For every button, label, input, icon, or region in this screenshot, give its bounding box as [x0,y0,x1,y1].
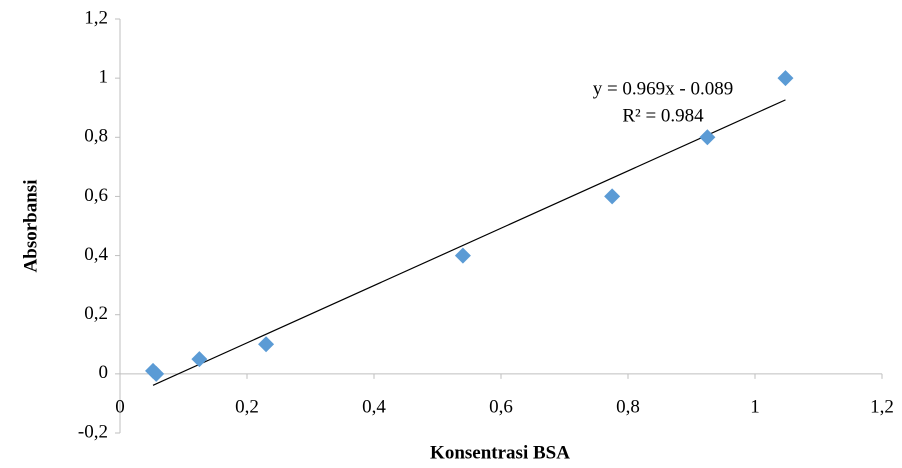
y-tick-label: 1 [99,67,109,88]
y-tick-label: -0,2 [78,421,108,442]
chart: Konsentrasi BSA Absorbansi -0,2 0 0,2 0,4 0,… [0,0,902,468]
trendline-r2: R² = 0.984 [622,105,704,126]
x-tick-label: 0,6 [489,396,513,417]
x-tick-label: 0,2 [235,396,259,417]
x-tick-label: 0 [115,396,125,417]
y-tick-label: 0,8 [84,126,108,147]
y-axis-title: Absorbansi [20,180,41,273]
x-tick-label: 0,4 [362,396,386,417]
x-tick-label: 1,2 [870,396,894,417]
y-tick-label: 0,4 [84,244,108,265]
trendline-equation: y = 0.969x - 0.089 [593,78,734,99]
x-tick-label: 0,8 [616,396,640,417]
x-axis-title: Konsentrasi BSA [430,442,570,463]
background [0,0,902,468]
x-tick-label: 1 [750,396,760,417]
y-tick-label: 0,2 [84,303,108,324]
y-tick-label: 0,6 [84,185,108,206]
y-tick-label: 1,2 [84,7,108,28]
y-tick-label: 0 [99,362,109,383]
